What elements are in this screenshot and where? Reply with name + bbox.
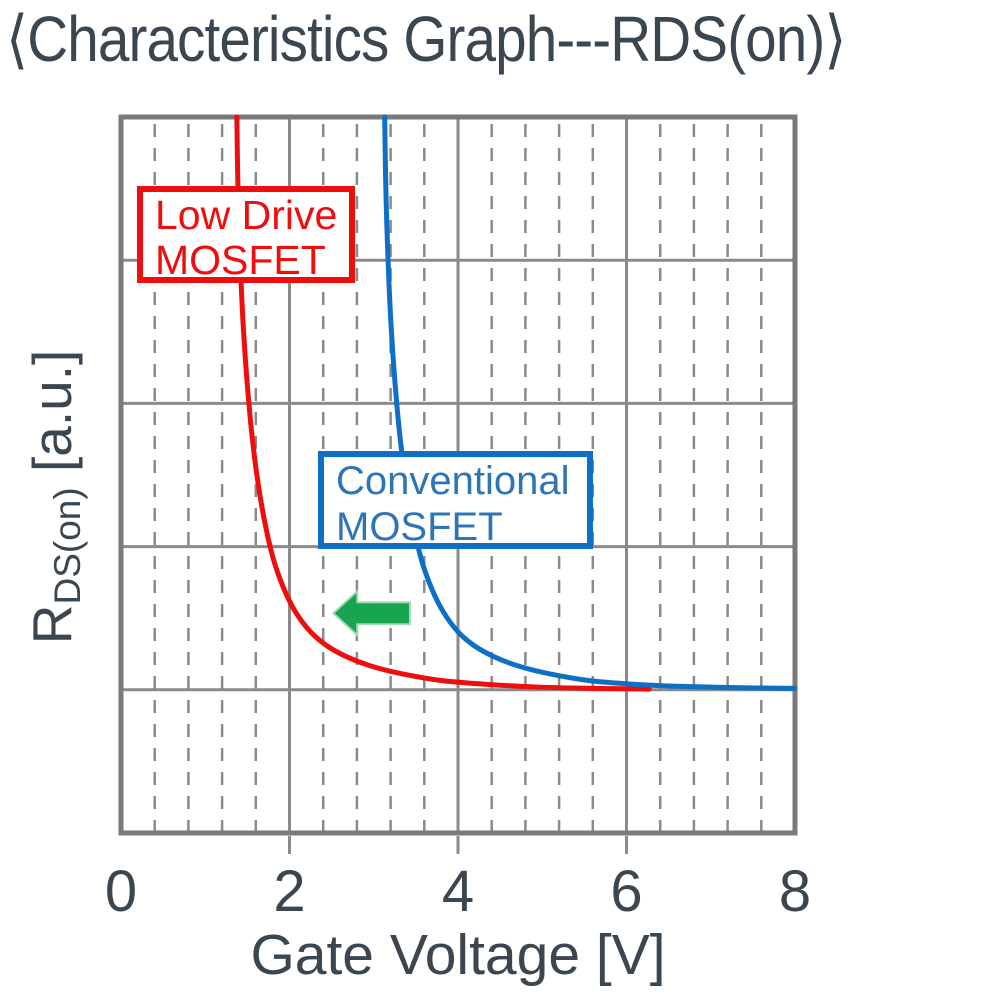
conventional-label-line2: MOSFET — [336, 505, 503, 549]
x-tick-label: 2 — [273, 859, 306, 924]
plot-border — [118, 114, 798, 836]
shift-left-arrow-icon — [331, 588, 411, 638]
x-tick-label: 8 — [778, 859, 812, 924]
y-axis-label-unit: [a.u.] — [21, 349, 83, 488]
x-tick-label: 6 — [610, 859, 643, 924]
conventional-mosfet-label-box: Conventional MOSFET — [318, 451, 593, 549]
conventional-label-line1: Conventional — [336, 459, 570, 503]
low-drive-label-line2: MOSFET — [155, 237, 326, 283]
low-drive-label-line1: Low Drive — [155, 192, 338, 238]
low-drive-mosfet-label-box: Low Drive MOSFET — [137, 186, 355, 283]
x-axis-label: Gate Voltage [V] — [250, 923, 666, 987]
y-axis-label-main: R — [21, 604, 83, 645]
series-curve-conventional-mosfet — [382, 114, 798, 691]
page-title: ⟨Characteristics Graph---RDS(on)⟩ — [6, 3, 846, 75]
y-axis-label-subscript: DS(on) — [47, 487, 88, 605]
x-tick-label: 0 — [104, 859, 138, 924]
series-curve-low-drive-mosfet — [234, 114, 652, 692]
x-tick-label: 4 — [441, 859, 475, 924]
y-axis-label: RDS(on) [a.u.] — [20, 349, 88, 645]
